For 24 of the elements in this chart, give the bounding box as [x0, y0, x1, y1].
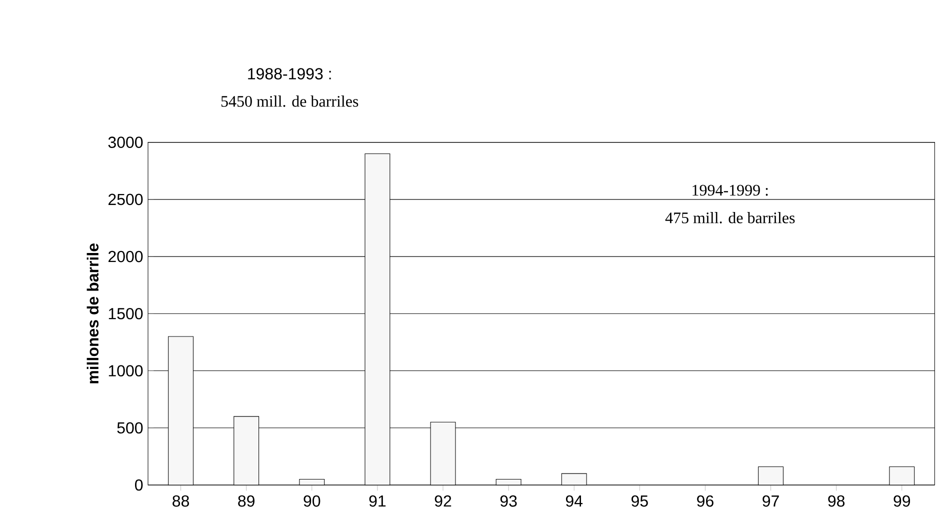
- x-tick-label: 97: [762, 495, 779, 507]
- y-tick-label: 1000: [108, 365, 143, 376]
- x-tick-label: 98: [828, 495, 845, 507]
- y-tick-label: 1500: [108, 308, 143, 320]
- y-tick-label: 2000: [108, 250, 143, 262]
- x-tick-label: 99: [894, 495, 910, 507]
- x-tick-label: 93: [500, 495, 517, 507]
- x-tick-label: 91: [369, 495, 386, 507]
- x-tick-label: 89: [238, 495, 254, 507]
- text: 1988-1993 :: [248, 68, 331, 80]
- x-tick-label: 88: [172, 495, 189, 507]
- annotation: 1994-1999 :: [692, 184, 768, 196]
- y-tick-label: 2500: [108, 194, 143, 206]
- y-axis-title: millones de barrile: [86, 244, 99, 384]
- x-tick-label: 96: [697, 495, 714, 507]
- y-tick-label: 3000: [108, 136, 143, 148]
- x-tick-label: 94: [566, 495, 583, 507]
- annotation: 475 mill. de barriles: [665, 212, 795, 224]
- x-tick-label: 95: [632, 495, 648, 507]
- text: 5450 mill. de barriles: [221, 96, 358, 107]
- y-tick-label: 0: [135, 479, 143, 491]
- y-tick-label: 500: [117, 422, 143, 434]
- x-tick-label: 92: [434, 495, 452, 507]
- x-tick-label: 90: [304, 495, 320, 507]
